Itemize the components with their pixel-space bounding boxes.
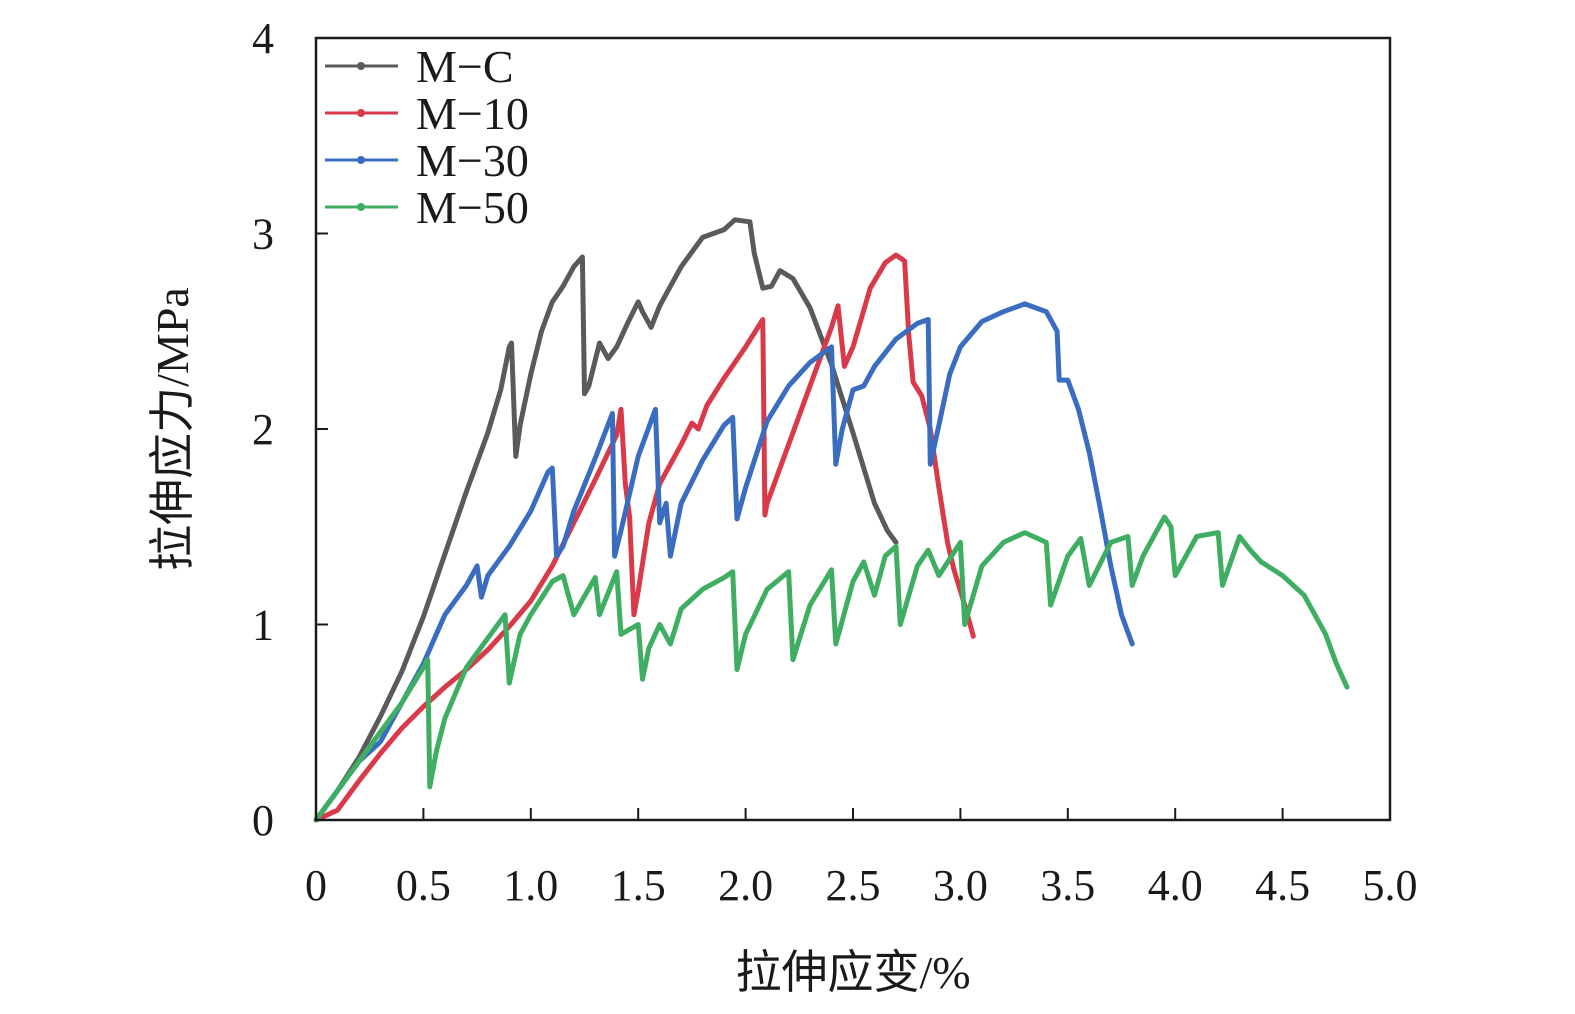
series-layer xyxy=(313,217,1350,823)
x-tick-label: 2.0 xyxy=(718,861,773,910)
legend-label-3: M−30 xyxy=(416,135,529,186)
series-line-3 xyxy=(313,301,1135,823)
x-tick-label: 3.0 xyxy=(933,861,988,910)
y-tick-label: 2 xyxy=(252,405,274,454)
x-tick-label: 5.0 xyxy=(1363,861,1418,910)
x-axis-title: 拉伸应变/% xyxy=(735,947,970,998)
x-tick-label: 1.0 xyxy=(503,861,558,910)
y-tick-label: 4 xyxy=(252,14,274,63)
legend-label-4: M−50 xyxy=(416,182,529,233)
legend-label-2: M−10 xyxy=(416,88,529,139)
legend-label-1: M−C xyxy=(416,41,514,92)
y-tick-label: 3 xyxy=(252,210,274,259)
series-line-2 xyxy=(313,252,976,823)
legend-marker-3 xyxy=(357,156,365,164)
tick-layer: 0 0.5 1.0 1.5 2.0 2.5 3.0 3.5 4.0 4.5 5.0 0 1 2 3 4 xyxy=(252,14,1418,910)
x-tick-label: 2.5 xyxy=(826,861,881,910)
x-tick-label: 4.0 xyxy=(1148,861,1203,910)
legend-marker-1 xyxy=(357,62,365,70)
series-line-4 xyxy=(313,514,1350,823)
x-tick-label: 3.5 xyxy=(1040,861,1095,910)
y-tick-label: 1 xyxy=(252,601,274,650)
series-line-1 xyxy=(313,217,899,823)
x-tick-label: 1.5 xyxy=(611,861,666,910)
legend-marker-4 xyxy=(357,203,365,211)
x-tick-label: 0.5 xyxy=(396,861,451,910)
x-tick-label: 0 xyxy=(305,861,327,910)
legend: M−CM−10M−30M−50 xyxy=(325,41,529,233)
y-axis-title: 拉伸应力/MPa xyxy=(147,287,198,571)
y-tick-label: 0 xyxy=(252,796,274,845)
legend-marker-2 xyxy=(357,109,365,117)
x-tick-label: 4.5 xyxy=(1255,861,1310,910)
